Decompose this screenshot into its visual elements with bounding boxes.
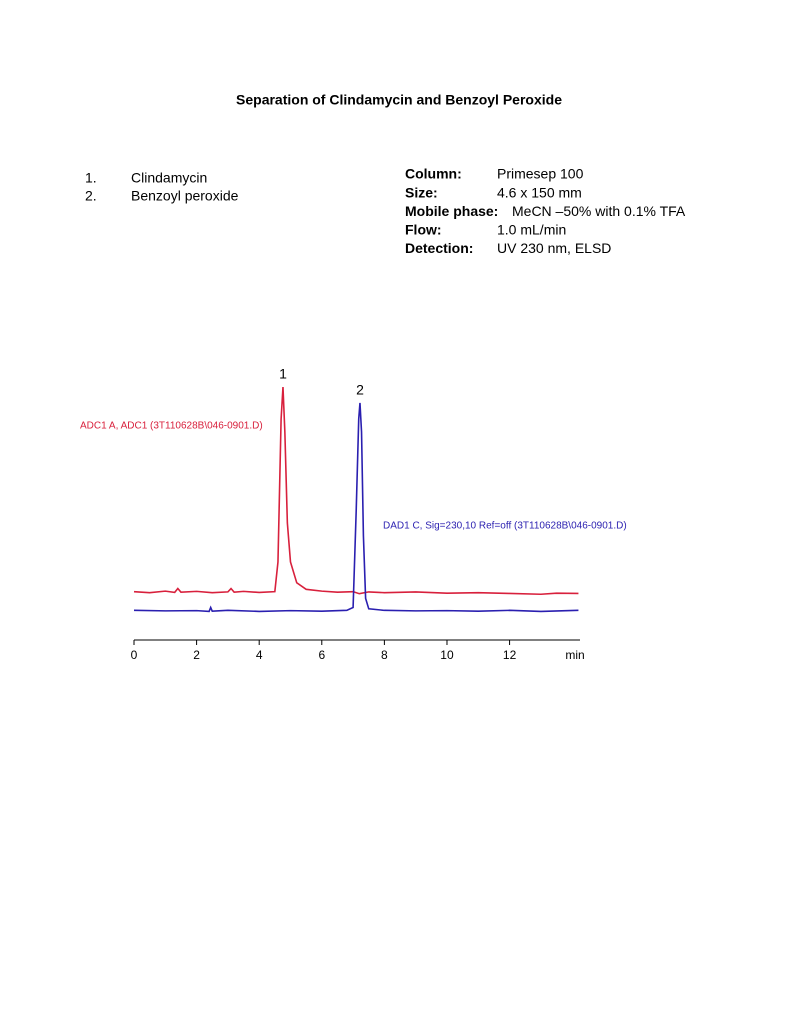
x-tick-label: 8 bbox=[381, 648, 388, 662]
condition-value: 4.6 x 150 mm bbox=[497, 184, 582, 200]
condition-value: Primesep 100 bbox=[497, 166, 584, 182]
x-tick-label: 2 bbox=[193, 648, 200, 662]
trace-label: ADC1 A, ADC1 (3T110628B\046-0901.D) bbox=[80, 421, 263, 432]
peak-label: 2 bbox=[356, 382, 364, 398]
x-tick-label: 4 bbox=[256, 648, 263, 662]
peak-label: 1 bbox=[279, 366, 287, 382]
x-tick-label: 6 bbox=[318, 648, 325, 662]
condition-value: 1.0 mL/min bbox=[497, 222, 566, 238]
trace-line bbox=[133, 386, 579, 596]
compound-name: Clindamycin bbox=[131, 170, 207, 186]
compound-number: 2. bbox=[85, 188, 97, 204]
condition-value: UV 230 nm, ELSD bbox=[497, 240, 611, 256]
condition-label: Column: bbox=[405, 166, 462, 182]
condition-label: Size: bbox=[405, 184, 438, 200]
condition-label: Flow: bbox=[405, 222, 442, 238]
condition-label: Mobile phase: bbox=[405, 203, 498, 219]
condition-label: Detection: bbox=[405, 240, 473, 256]
compound-name: Benzoyl peroxide bbox=[131, 188, 239, 204]
x-tick-label: 10 bbox=[440, 648, 454, 662]
condition-value: MeCN –50% with 0.1% TFA bbox=[512, 203, 686, 219]
trace-label: DAD1 C, Sig=230,10 Ref=off (3T110628B\04… bbox=[383, 521, 627, 532]
x-axis-label: min bbox=[565, 648, 584, 662]
x-tick-label: 12 bbox=[503, 648, 517, 662]
x-tick-label: 0 bbox=[131, 648, 138, 662]
compound-number: 1. bbox=[85, 170, 97, 186]
chart-title: Separation of Clindamycin and Benzoyl Pe… bbox=[236, 92, 562, 108]
trace-line bbox=[133, 402, 579, 613]
